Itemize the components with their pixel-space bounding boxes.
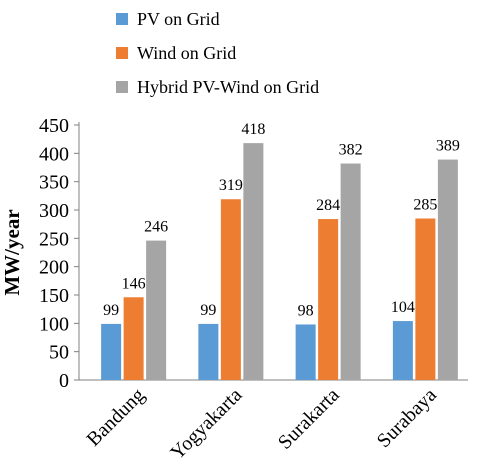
data-label: 104: [391, 299, 415, 316]
y-tick-label: 100: [39, 313, 69, 335]
data-label: 418: [241, 121, 265, 138]
bar: [318, 219, 339, 380]
legend-item-hybrid: Hybrid PV-Wind on Grid: [116, 70, 319, 104]
x-tick-label: Surabaya: [373, 384, 441, 452]
y-tick-label: 250: [39, 228, 69, 250]
bar: [340, 163, 361, 380]
x-tick-label: Bandung: [83, 384, 150, 451]
y-tick-label: 150: [39, 285, 69, 307]
legend-swatch-hybrid: [116, 81, 128, 93]
data-label: 319: [219, 177, 243, 194]
bar: [198, 323, 219, 380]
bar: [243, 143, 264, 380]
y-tick-label: 450: [39, 115, 69, 137]
chart-legend: PV on Grid Wind on Grid Hybrid PV-Wind o…: [116, 2, 319, 104]
bar: [415, 218, 436, 380]
data-label: 382: [339, 142, 363, 159]
legend-label-hybrid: Hybrid PV-Wind on Grid: [137, 76, 320, 97]
bars: [101, 143, 458, 380]
data-label: 99: [200, 302, 216, 319]
data-label: 285: [413, 197, 437, 214]
y-tick-label: 200: [39, 257, 69, 279]
y-tick-label: 50: [49, 342, 69, 364]
data-label: 99: [103, 302, 119, 319]
x-tick-label: Yogyakarta: [166, 384, 246, 464]
bar: [295, 324, 316, 380]
legend-swatch-wind: [116, 47, 128, 59]
legend-item-pv: PV on Grid: [116, 2, 319, 36]
y-axis-title: MW/year: [0, 209, 24, 295]
data-label: 284: [316, 197, 340, 214]
y-tick-label: 400: [39, 143, 69, 165]
data-label: 98: [298, 302, 314, 319]
x-tick-label: Surakarta: [274, 384, 344, 454]
bar: [101, 323, 122, 380]
data-label: 146: [122, 275, 146, 292]
legend-label-pv: PV on Grid: [137, 8, 220, 29]
bar: [146, 240, 167, 380]
bar: [123, 297, 144, 380]
legend-item-wind: Wind on Grid: [116, 36, 319, 70]
legend-label-wind: Wind on Grid: [137, 42, 237, 63]
y-tick-label: 350: [39, 172, 69, 194]
bar: [220, 199, 241, 380]
data-label: 246: [144, 219, 168, 236]
data-label: 389: [436, 138, 460, 155]
bar: [437, 159, 458, 380]
y-tick-label: 300: [39, 200, 69, 222]
legend-swatch-pv: [116, 13, 128, 25]
bar: [392, 321, 413, 380]
y-tick-label: 0: [59, 370, 69, 392]
